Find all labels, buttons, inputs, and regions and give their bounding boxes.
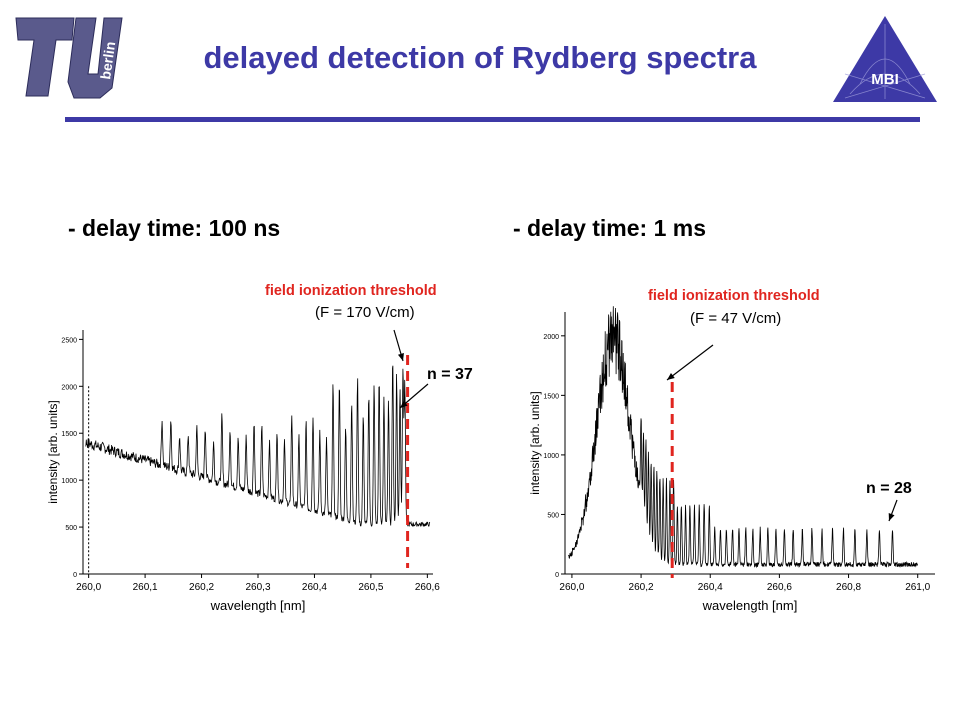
mbi-logo: MBI — [833, 16, 937, 102]
right-xtick-label: 260,2 — [629, 582, 654, 593]
right-xtick-label: 260,4 — [698, 582, 723, 593]
right-ytick-label: 1000 — [543, 453, 559, 460]
right-ytick-label: 500 — [547, 512, 559, 519]
left-ytick-label: 1000 — [61, 478, 77, 485]
right-threshold-title: field ionization threshold — [648, 288, 820, 304]
left-ytick-label: 1500 — [61, 431, 77, 438]
left-xtick-label: 260,5 — [358, 582, 383, 593]
right-n-label: n = 28 — [866, 480, 912, 497]
chart-right: 0 500 1000 1500 2000 260,0 260,2 260,4 260,6 260,… — [528, 306, 935, 613]
right-xtick-label: 261,0 — [905, 582, 930, 593]
left-xtick-label: 260,0 — [76, 582, 101, 593]
right-xtick-label: 260,0 — [559, 582, 584, 593]
left-threshold-arrow-head — [397, 353, 404, 361]
left-xtick-label: 260,6 — [415, 582, 440, 593]
left-threshold-value: (F = 170 V/cm) — [315, 304, 415, 321]
right-threshold-arrow-head — [667, 373, 675, 380]
right-xtick-label: 260,8 — [836, 582, 861, 593]
right-xtick-label: 260,6 — [767, 582, 792, 593]
left-xtick-label: 260,3 — [245, 582, 270, 593]
left-y-axis-title: intensity [arb. units] — [46, 400, 60, 503]
left-delay-heading: - delay time: 100 ns — [68, 215, 281, 241]
right-ytick-label: 0 — [555, 572, 559, 579]
left-xtick-label: 260,4 — [302, 582, 327, 593]
left-ytick-label: 0 — [73, 572, 77, 579]
left-ytick-label: 2500 — [61, 337, 77, 344]
right-n-arrow-head — [888, 513, 895, 521]
right-delay-heading: - delay time: 1 ms — [513, 215, 707, 241]
right-x-axis-title: wavelength [nm] — [702, 598, 798, 613]
left-n-label: n = 37 — [427, 366, 473, 383]
right-threshold-value: (F = 47 V/cm) — [690, 310, 782, 327]
title-divider — [65, 117, 920, 122]
left-threshold-title: field ionization threshold — [265, 283, 437, 299]
left-ytick-label: 500 — [65, 525, 77, 532]
right-threshold-arrow — [666, 344, 714, 381]
right-ytick-label: 2000 — [543, 334, 559, 341]
right-y-axis-title: intensity [arb. units] — [528, 391, 542, 494]
left-x-axis-title: wavelength [nm] — [210, 598, 306, 613]
tu-berlin-logo: berlin — [15, 17, 123, 99]
left-spectrum-line — [85, 365, 431, 528]
right-ytick-label: 1500 — [543, 393, 559, 400]
left-ytick-label: 2000 — [61, 384, 77, 391]
left-xtick-label: 260,1 — [133, 582, 158, 593]
chart-left: 0 500 1000 1500 2000 2500 260,0 260,1 260,2 260,3… — [46, 329, 440, 613]
logo-berlin-text: berlin — [97, 40, 118, 80]
slide-title: delayed detection of Rydberg spectra — [203, 40, 757, 75]
left-n-arrow-head — [400, 400, 408, 408]
logo-mbi-text: MBI — [871, 71, 899, 88]
right-spectrum-line — [568, 306, 918, 569]
left-xtick-label: 260,2 — [189, 582, 214, 593]
